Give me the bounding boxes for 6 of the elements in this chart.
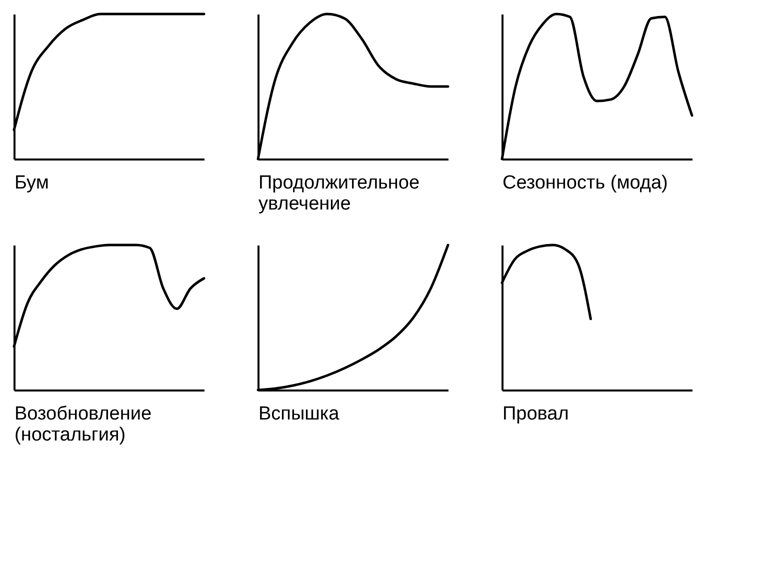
x-axis-title: Вспышка [258,404,340,424]
x-axis-title: Возобновление (ностальгия) [14,404,152,446]
x-axis-title: Продолжительное увлечение [258,172,420,214]
x-axis-title: Сезонность (мода) [502,172,668,194]
x-axis-title: Бум [14,172,49,194]
x-axis-title: Провал [502,404,569,424]
